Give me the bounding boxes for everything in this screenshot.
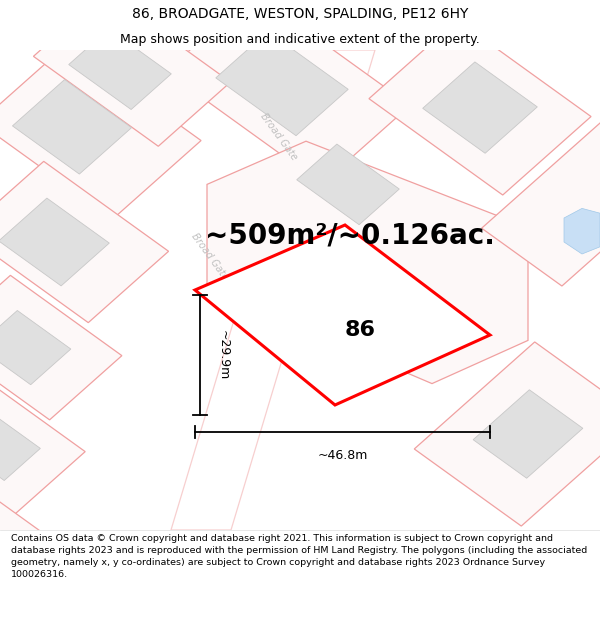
Polygon shape [0,473,49,587]
Polygon shape [0,311,71,385]
Text: Map shows position and indicative extent of the property.: Map shows position and indicative extent… [120,32,480,46]
Polygon shape [0,276,122,420]
Polygon shape [414,342,600,526]
Polygon shape [422,62,538,153]
Polygon shape [319,291,413,366]
Polygon shape [166,0,410,184]
Polygon shape [0,44,201,219]
Polygon shape [473,390,583,478]
Polygon shape [13,79,131,174]
Polygon shape [297,144,399,225]
Text: ~46.8m: ~46.8m [317,449,368,462]
Polygon shape [207,141,528,384]
Polygon shape [216,31,348,136]
Polygon shape [482,121,600,286]
Text: ~509m²/~0.126ac.: ~509m²/~0.126ac. [205,221,495,249]
Polygon shape [34,0,230,146]
Text: 86, BROADGATE, WESTON, SPALDING, PE12 6HY: 86, BROADGATE, WESTON, SPALDING, PE12 6H… [132,7,468,21]
Polygon shape [69,29,171,109]
Text: ~29.9m: ~29.9m [217,330,230,380]
Text: Contains OS data © Crown copyright and database right 2021. This information is : Contains OS data © Crown copyright and d… [11,534,587,579]
Polygon shape [369,20,591,195]
Polygon shape [564,208,600,254]
Polygon shape [0,416,40,481]
Polygon shape [195,225,490,405]
Polygon shape [0,198,109,286]
Text: Broad Gate: Broad Gate [190,231,230,282]
Polygon shape [0,381,85,516]
Polygon shape [0,161,169,322]
Text: Broad Gate: Broad Gate [259,111,299,162]
Text: 86: 86 [344,320,376,340]
Polygon shape [171,50,375,530]
